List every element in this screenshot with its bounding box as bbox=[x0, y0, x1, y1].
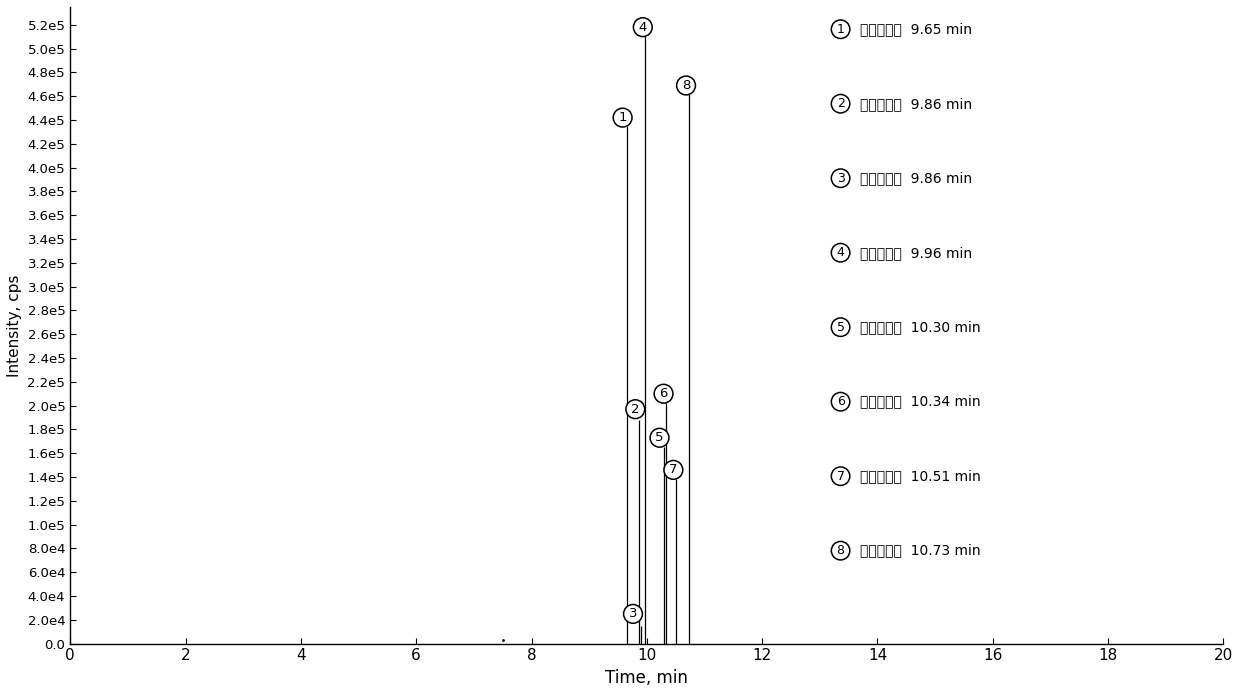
Text: 赖诺普利，  9.86 min: 赖诺普利， 9.86 min bbox=[861, 171, 972, 185]
Text: 贝那普利，  10.30 min: 贝那普利， 10.30 min bbox=[861, 320, 981, 335]
Text: 4: 4 bbox=[639, 21, 647, 34]
Text: 吔那普利，  10.51 min: 吔那普利， 10.51 min bbox=[861, 469, 981, 483]
Text: 3: 3 bbox=[837, 171, 844, 185]
Text: 1: 1 bbox=[619, 111, 627, 124]
X-axis label: Time, min: Time, min bbox=[605, 669, 688, 687]
Text: 4: 4 bbox=[837, 246, 844, 259]
Text: 5: 5 bbox=[655, 431, 663, 444]
Text: 6: 6 bbox=[837, 395, 844, 408]
Text: 5: 5 bbox=[837, 321, 844, 334]
Text: 咋达普利，  9.86 min: 咋达普利， 9.86 min bbox=[861, 96, 972, 111]
Text: 培哚普利，  9.96 min: 培哚普利， 9.96 min bbox=[861, 246, 972, 260]
Text: 6: 6 bbox=[660, 387, 668, 400]
Text: 8: 8 bbox=[837, 544, 844, 557]
Text: 雷米普利，  10.34 min: 雷米普利， 10.34 min bbox=[861, 395, 981, 409]
Text: 3: 3 bbox=[629, 607, 637, 620]
Text: 1: 1 bbox=[837, 23, 844, 35]
Text: 8: 8 bbox=[682, 79, 691, 92]
Text: 依那普利，  9.65 min: 依那普利， 9.65 min bbox=[861, 22, 972, 36]
Text: 2: 2 bbox=[631, 403, 640, 416]
Y-axis label: Intensity, cps: Intensity, cps bbox=[7, 274, 22, 377]
Text: 2: 2 bbox=[837, 97, 844, 110]
Text: 7: 7 bbox=[670, 464, 677, 476]
Text: 7: 7 bbox=[837, 470, 844, 483]
Text: 群多普利，  10.73 min: 群多普利， 10.73 min bbox=[861, 543, 981, 558]
